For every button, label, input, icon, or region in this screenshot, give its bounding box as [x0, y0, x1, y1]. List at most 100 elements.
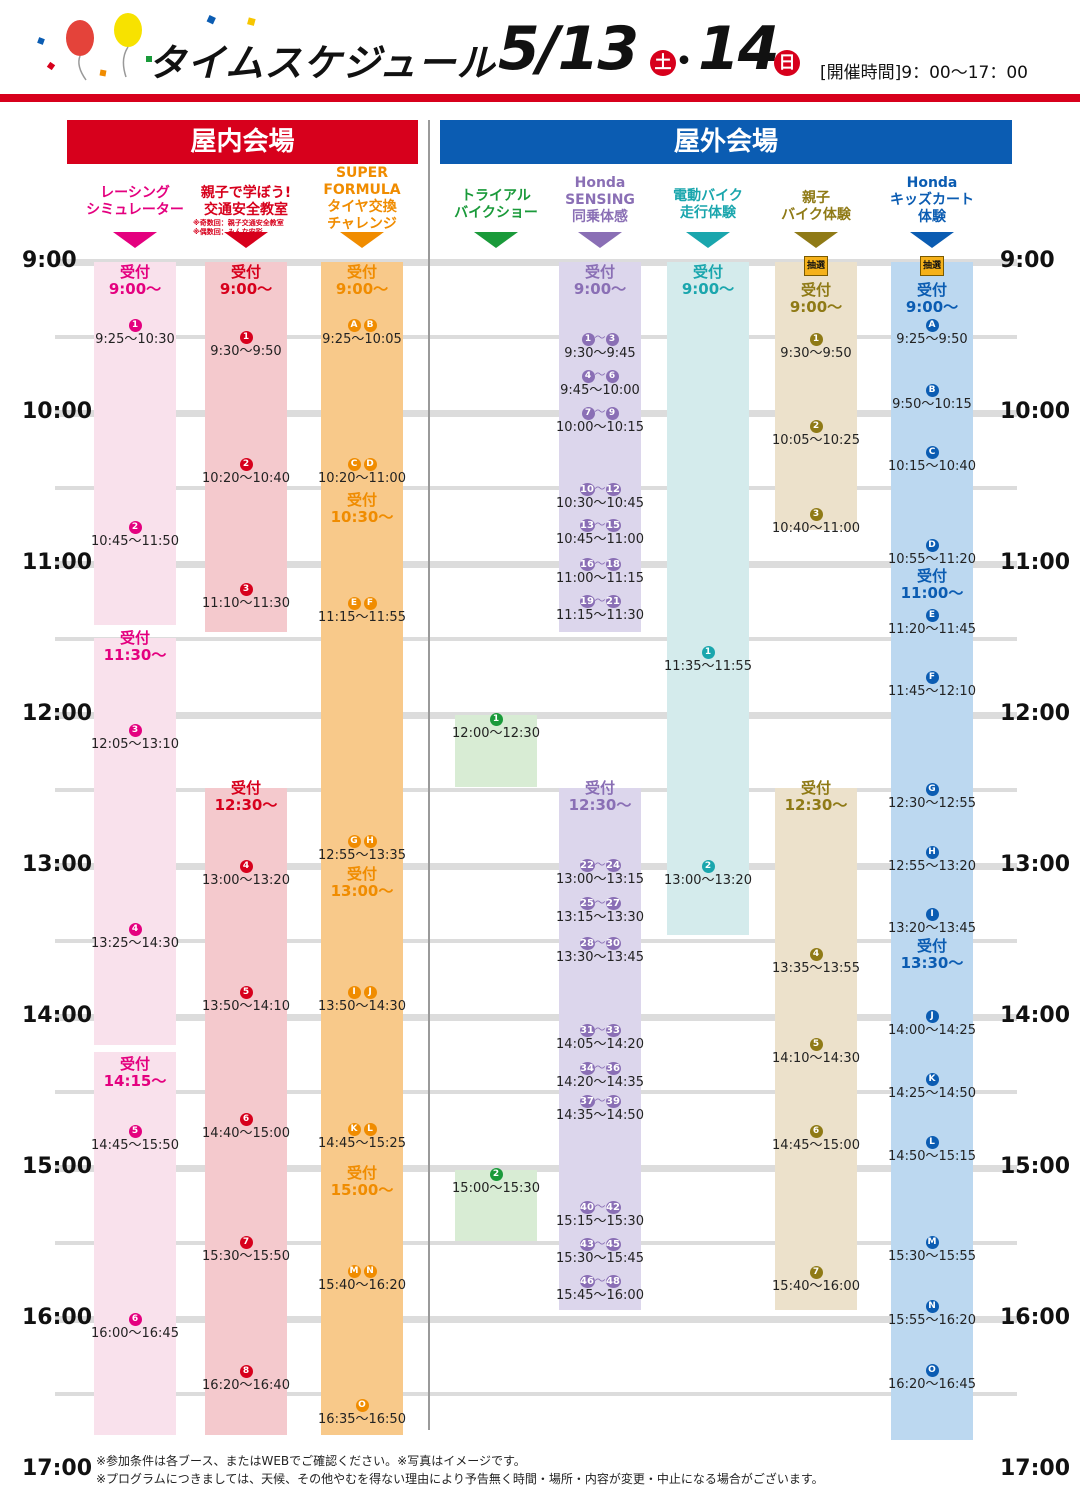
- session-number: 22〜24: [540, 857, 660, 872]
- session-number: 10〜12: [540, 481, 660, 496]
- column-header-line: 電動バイク: [673, 188, 743, 204]
- session-number: 4: [756, 945, 876, 961]
- hour-label-left: 12:00: [22, 701, 93, 726]
- session-number-badge: 2: [809, 420, 823, 433]
- column-header-kart: Honda キッズカート 体験: [873, 175, 991, 226]
- session-time: 15:55〜16:20: [888, 1313, 976, 1328]
- session-number-badge: 6: [809, 1125, 823, 1138]
- session-item: K L 14:45〜15:25: [302, 1120, 422, 1151]
- session-number: 7: [186, 1233, 306, 1249]
- session-number: O: [872, 1361, 992, 1377]
- session-number: 46〜48: [540, 1273, 660, 1288]
- session-number-badge: 43: [579, 1238, 595, 1251]
- hour-line: [55, 1165, 1017, 1172]
- half-hour-line: [55, 335, 1017, 339]
- column-header-line: 親子: [802, 190, 830, 206]
- session-item: 1 9:25〜10:30: [75, 316, 195, 347]
- session-item: 3 11:10〜11:30: [186, 580, 306, 611]
- session-time: 14:10〜14:30: [772, 1051, 860, 1066]
- session-number-badge: L: [363, 1123, 377, 1136]
- session-time: 16:20〜16:40: [202, 1378, 290, 1393]
- session-number-badge: 6: [239, 1113, 253, 1126]
- session-item: A B 9:25〜10:05: [302, 316, 422, 347]
- session-number: L: [872, 1133, 992, 1149]
- session-number-badge: 1: [701, 646, 715, 659]
- session-time: 10:00〜10:15: [556, 420, 644, 435]
- session-number-badge: 12: [605, 483, 621, 496]
- session-number-badge: 3: [128, 724, 142, 737]
- hour-label-left: 14:00: [22, 1003, 93, 1028]
- session-number: 40〜42: [540, 1199, 660, 1214]
- session-number: 2: [756, 417, 876, 433]
- session-number: H: [872, 843, 992, 859]
- session-number-badge: 4: [128, 923, 142, 936]
- reception-start: 9:00〜: [573, 280, 627, 298]
- session-number: 19〜21: [540, 593, 660, 608]
- session-number-badge: B: [363, 319, 377, 332]
- session-number: 34〜36: [540, 1060, 660, 1075]
- column-arrow-racing: [113, 232, 157, 248]
- session-number: 28〜30: [540, 935, 660, 950]
- session-number-badge: 4: [239, 860, 253, 873]
- session-number-badge: N: [925, 1300, 939, 1313]
- session-number: 1: [648, 643, 768, 659]
- session-number-badge: K: [925, 1073, 939, 1086]
- hour-label-right: 17:00: [1000, 1456, 1071, 1481]
- session-number: 5: [186, 983, 306, 999]
- hour-label-right: 9:00: [1000, 248, 1055, 273]
- column-band-sensing: [559, 262, 641, 632]
- session-number: J: [872, 1007, 992, 1023]
- session-time: 13:50〜14:30: [318, 999, 406, 1014]
- session-time: 9:45〜10:00: [560, 383, 640, 398]
- reception-label: 受付: [692, 263, 723, 281]
- reception-start: 15:00〜: [330, 1181, 394, 1199]
- column-arrow-family: [794, 232, 838, 248]
- session-time: 14:45〜15:00: [772, 1138, 860, 1153]
- hour-line: [55, 561, 1017, 568]
- reception-label: 受付: [119, 629, 150, 647]
- session-time: 16:35〜16:50: [318, 1412, 406, 1427]
- session-item: 7 15:30〜15:50: [186, 1233, 306, 1264]
- column-band-ebike: [667, 262, 749, 935]
- session-time: 10:45〜11:50: [91, 534, 179, 549]
- reception-label: 受付: [346, 1164, 377, 1182]
- session-number-badge: A: [347, 319, 361, 332]
- reception-start: 9:00〜: [905, 298, 959, 316]
- session-item: 1 11:35〜11:55: [648, 643, 768, 674]
- hour-label-right: 11:00: [1000, 550, 1071, 575]
- session-number: 6: [75, 1310, 195, 1326]
- session-time: 9:30〜9:45: [564, 346, 636, 361]
- column-arrow-trial: [474, 232, 518, 248]
- session-time: 10:20〜11:00: [318, 471, 406, 486]
- session-number-badge: E: [347, 597, 361, 610]
- reception-label: 受付: [800, 779, 831, 797]
- session-time: 12:55〜13:20: [888, 859, 976, 874]
- session-number-badge: J: [925, 1010, 939, 1023]
- column-header-line: レーシング: [100, 185, 170, 201]
- session-item: 19〜21 11:15〜11:30: [540, 593, 660, 623]
- range-tilde: 〜: [594, 1237, 606, 1250]
- session-number-badge: F: [925, 671, 939, 684]
- session-item: 1 9:30〜9:50: [186, 328, 306, 359]
- session-item: 5 14:10〜14:30: [756, 1035, 876, 1066]
- session-number-badge: 6: [128, 1313, 142, 1326]
- venue-indoor: 屋内会場: [67, 120, 418, 164]
- reception-label: 受付: [800, 281, 831, 299]
- session-time: 12:30〜12:55: [888, 796, 976, 811]
- column-header-tire: SUPER FORMULA タイヤ交換 チャレンジ: [303, 165, 421, 233]
- half-hour-line: [55, 1241, 1017, 1245]
- column-arrow-kart: [910, 232, 954, 248]
- day-badge-sat: 土: [650, 50, 676, 76]
- session-item: H 12:55〜13:20: [872, 843, 992, 874]
- column-band-school: [205, 788, 287, 1435]
- session-item: 1 9:30〜9:50: [756, 330, 876, 361]
- session-number: 5: [756, 1035, 876, 1051]
- column-header-line: SENSING: [565, 192, 635, 208]
- range-tilde: 〜: [594, 405, 606, 418]
- session-item: 2 15:00〜15:30: [436, 1165, 556, 1196]
- hour-label-right: 16:00: [1000, 1305, 1071, 1330]
- session-time: 11:10〜11:30: [202, 596, 290, 611]
- column-header-line: キッズカート: [890, 192, 974, 208]
- column-header-school: 親子で学ぼう! 交通安全教室 ※奇数回：親子交通安全教室 ※偶数回：みんな安彩: [187, 185, 305, 237]
